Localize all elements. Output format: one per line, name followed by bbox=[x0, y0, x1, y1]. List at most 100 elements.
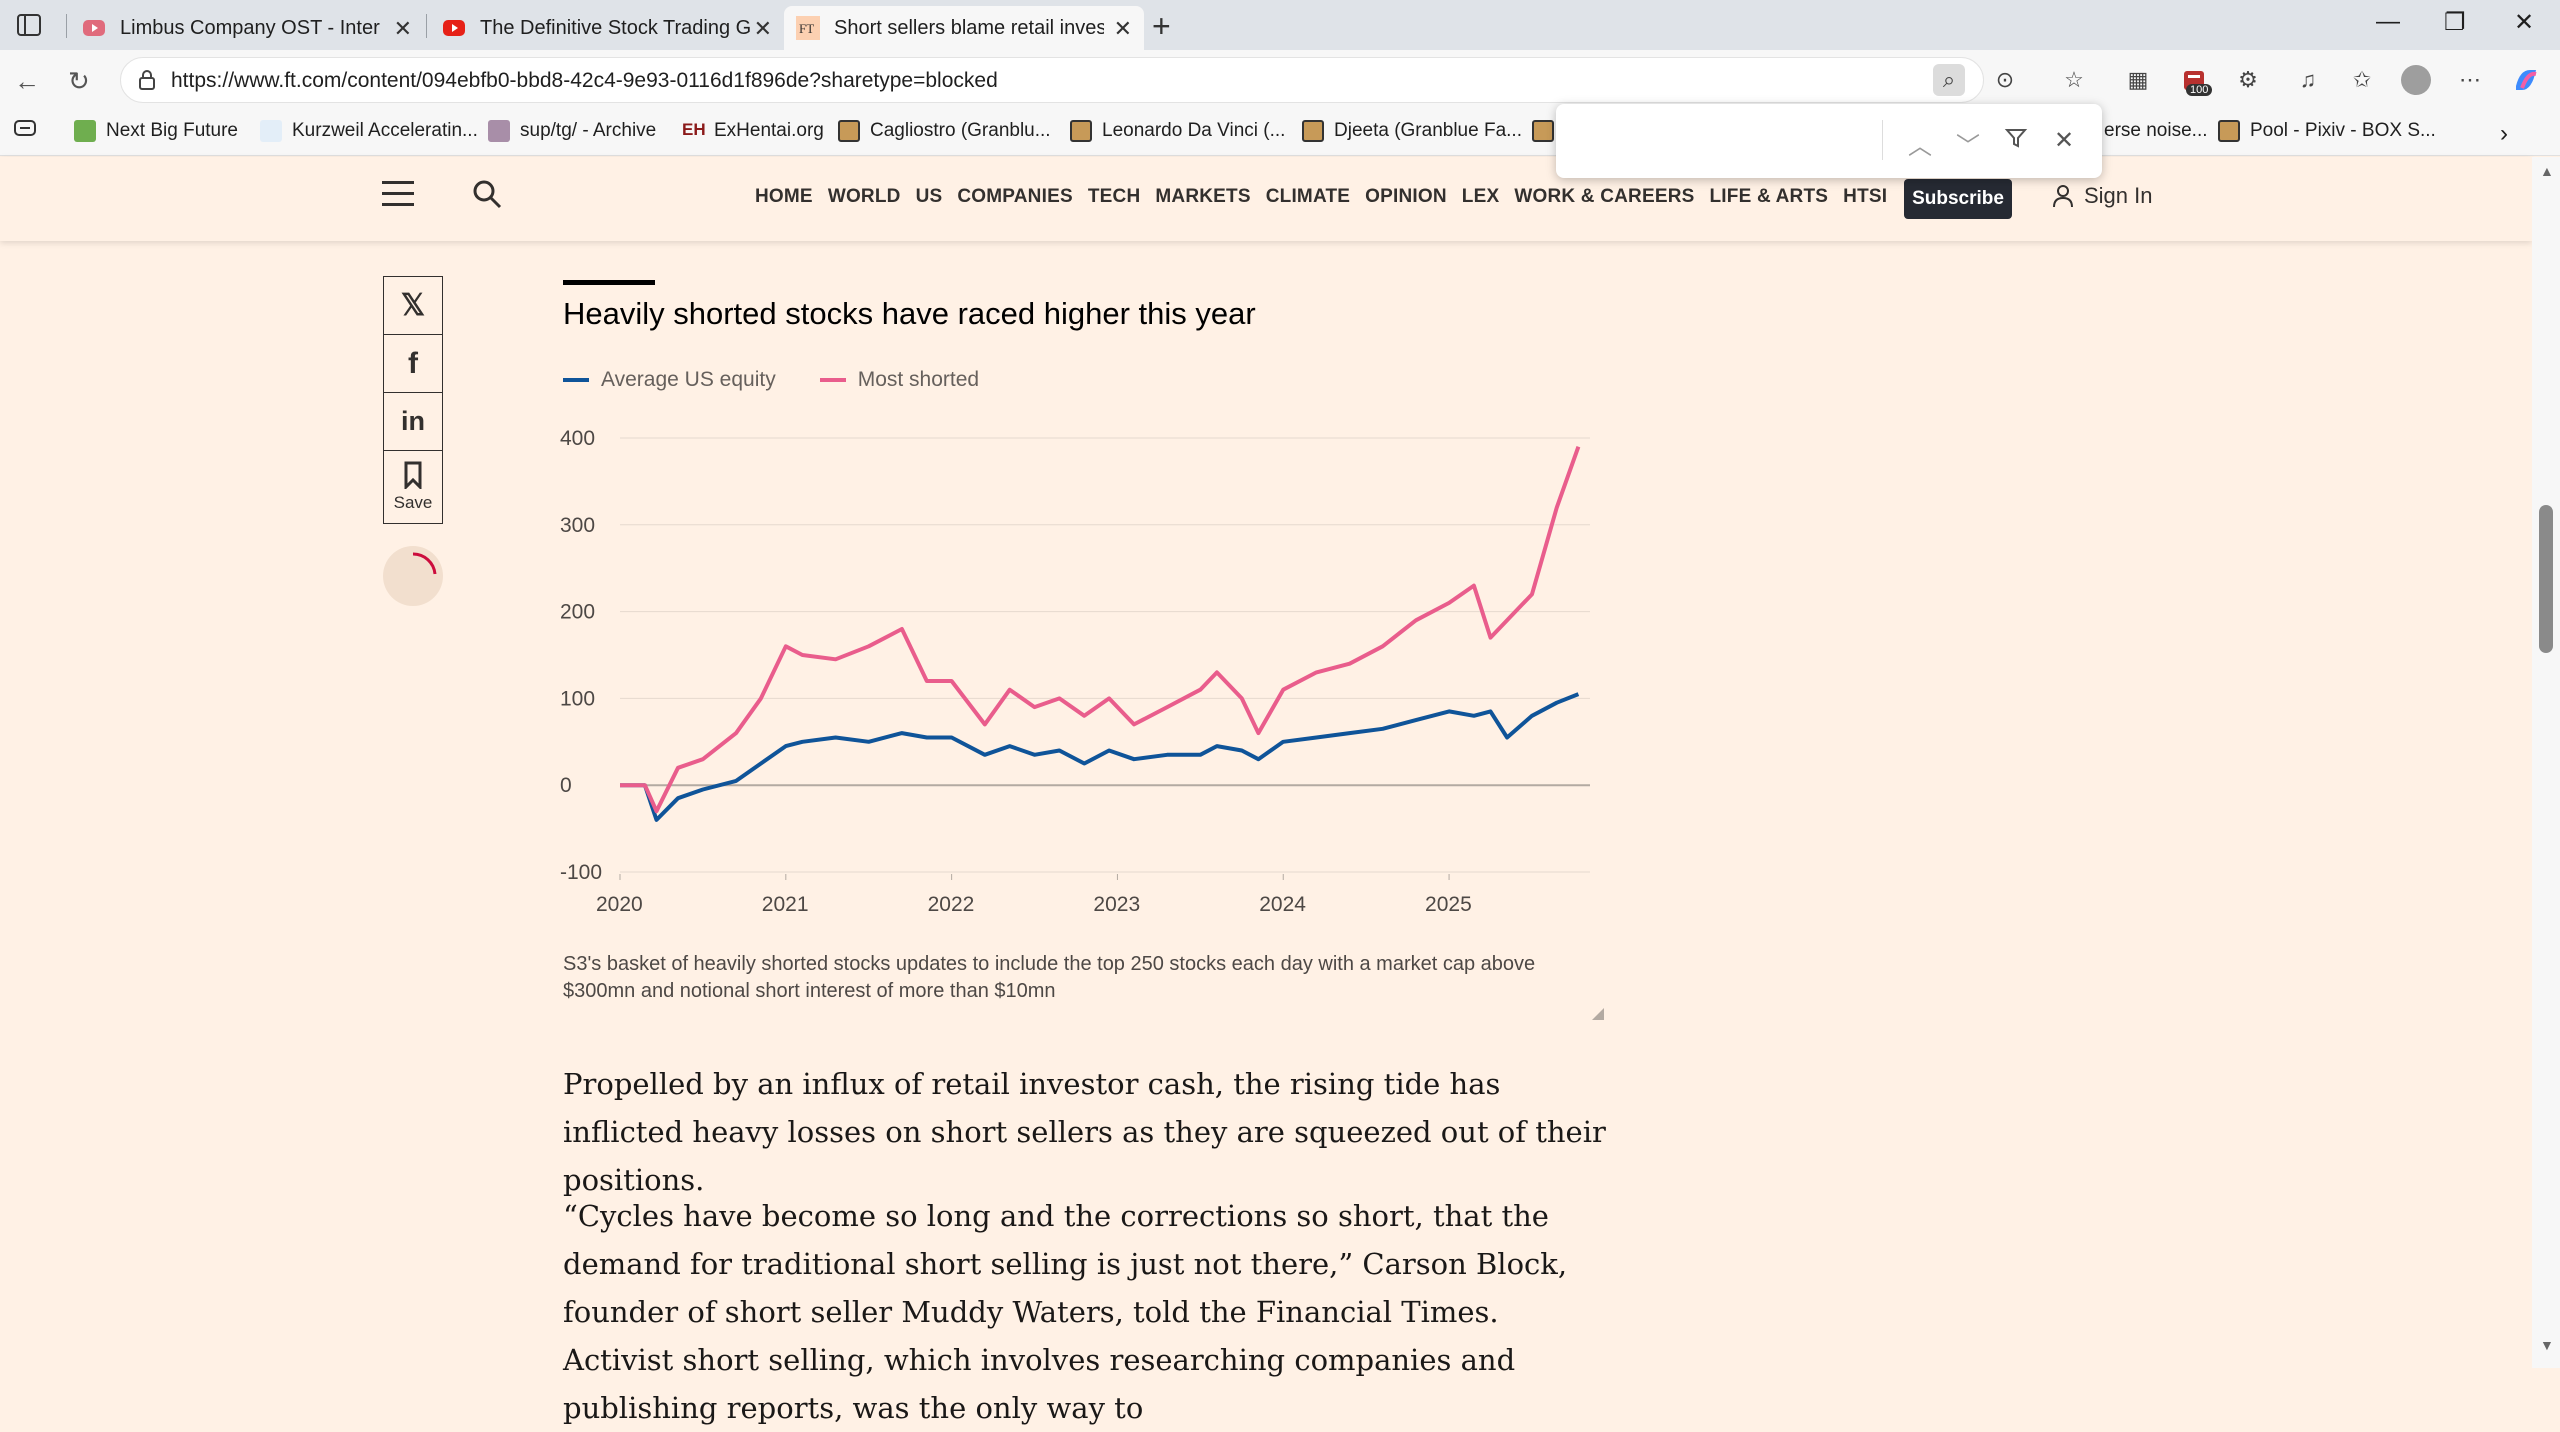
nav-us[interactable]: US bbox=[915, 186, 943, 207]
legend-label: Most shorted bbox=[857, 368, 980, 391]
bookmark-item[interactable]: Pool - Pixiv - BOX S... bbox=[2218, 120, 2436, 142]
vertical-scrollbar[interactable]: ▲ ▼ bbox=[2532, 157, 2560, 1368]
tab-separator bbox=[426, 14, 427, 38]
close-tab-icon[interactable]: ✕ bbox=[393, 16, 412, 41]
bookmark-label: erse noise... bbox=[2104, 120, 2208, 141]
profile-avatar[interactable] bbox=[2400, 64, 2432, 96]
youtube-icon bbox=[83, 20, 105, 36]
ft-header: HOME WORLD US COMPANIES TECH MARKETS CLI… bbox=[0, 157, 2532, 241]
bookmark-label: Kurzweil Acceleratin... bbox=[292, 120, 478, 141]
tab-title: The Definitive Stock Trading Guide bbox=[480, 16, 750, 39]
svg-text:FT: FT bbox=[799, 21, 814, 36]
bookmark-item[interactable] bbox=[1532, 120, 1564, 142]
tab-limbus[interactable]: Limbus Company OST - Intervallo ✕ bbox=[70, 6, 424, 50]
back-arrow-icon[interactable]: ← bbox=[14, 66, 40, 96]
legend-swatch bbox=[819, 378, 846, 382]
resize-handle bbox=[1592, 1008, 1604, 1020]
bookmark-favicon bbox=[260, 120, 282, 142]
nav-companies[interactable]: COMPANIES bbox=[957, 186, 1073, 207]
chevron-right-icon[interactable]: › bbox=[2500, 120, 2508, 147]
bookmark-item[interactable]: Leonardo Da Vinci (... bbox=[1070, 120, 1285, 142]
bookmark-item[interactable]: EH ExHentai.org bbox=[682, 120, 824, 142]
qr-code-icon[interactable]: ▦ bbox=[2127, 67, 2149, 92]
nav-climate[interactable]: CLIMATE bbox=[1265, 186, 1351, 207]
extension-badge: 100 bbox=[2186, 84, 2213, 96]
new-tab-button[interactable]: + bbox=[1152, 8, 1171, 44]
lock-icon[interactable] bbox=[137, 69, 157, 91]
close-tab-icon[interactable]: ✕ bbox=[1113, 16, 1132, 41]
facebook-icon: f bbox=[408, 346, 418, 380]
tab-ft-article[interactable]: FT Short sellers blame retail investors … bbox=[784, 6, 1144, 50]
user-icon bbox=[2053, 185, 2073, 208]
nav-htsi[interactable]: HTSI bbox=[1843, 186, 1888, 207]
bookmark-label: Leonardo Da Vinci (... bbox=[1102, 120, 1286, 141]
media-icon[interactable]: ♫ bbox=[2299, 67, 2317, 92]
refresh-icon[interactable]: ↻ bbox=[68, 66, 90, 96]
minimize-icon[interactable]: — bbox=[2376, 8, 2400, 35]
share-facebook-button[interactable]: f bbox=[383, 334, 443, 392]
bookmark-favicon bbox=[2218, 120, 2240, 142]
menu-icon[interactable] bbox=[382, 181, 414, 211]
bookmark-favicon bbox=[838, 120, 860, 142]
nav-world[interactable]: WORLD bbox=[827, 186, 901, 207]
nav-markets[interactable]: MARKETS bbox=[1155, 186, 1251, 207]
bookmark-favicon bbox=[1532, 120, 1554, 142]
tab-title: Limbus Company OST - Intervallo bbox=[120, 16, 380, 39]
scrollbar-thumb[interactable] bbox=[2539, 505, 2553, 653]
save-button[interactable]: Save bbox=[383, 450, 443, 524]
chevron-down-icon[interactable]: ﹀ bbox=[1956, 133, 1980, 160]
nav-home[interactable]: HOME bbox=[755, 186, 813, 207]
nav-lex[interactable]: LEX bbox=[1461, 186, 1500, 207]
nav-opinion[interactable]: OPINION bbox=[1365, 186, 1447, 207]
scroll-down-icon[interactable]: ▼ bbox=[2540, 1337, 2554, 1353]
tab-separator bbox=[66, 14, 67, 38]
bookmark-item[interactable]: Cagliostro (Granblu... bbox=[838, 120, 1051, 142]
nav-life-arts[interactable]: LIFE & ARTS bbox=[1709, 186, 1829, 207]
favorites-icon[interactable]: ✩ bbox=[2352, 67, 2372, 92]
address-toolbar: ← ↻ https://www.ft.com/content/094ebfb0-… bbox=[0, 50, 2560, 112]
filter-icon[interactable] bbox=[2004, 126, 2028, 157]
y-tick-label: 300 bbox=[560, 514, 595, 537]
bookmark-item[interactable]: sup/tg/ - Archive bbox=[488, 120, 656, 142]
legend-item: Average US equity bbox=[563, 368, 776, 392]
search-icon[interactable] bbox=[470, 177, 504, 211]
y-tick-label: -100 bbox=[560, 861, 602, 884]
favorite-star-icon[interactable]: ☆ bbox=[2064, 67, 2084, 92]
bookmark-item[interactable]: Next Big Future bbox=[74, 120, 238, 142]
bookmark-item[interactable]: Djeeta (Granblue Fa... bbox=[1302, 120, 1522, 142]
read-aloud-icon[interactable]: ⌕ bbox=[1933, 64, 1965, 96]
y-tick-label: 100 bbox=[560, 687, 595, 710]
close-icon[interactable]: ✕ bbox=[2054, 127, 2075, 154]
y-tick-label: 200 bbox=[560, 601, 595, 624]
sign-in-link[interactable]: Sign In bbox=[2052, 183, 2153, 209]
extensions-icon[interactable]: ⚙ bbox=[2238, 67, 2258, 92]
bookmark-item[interactable]: erse noise... bbox=[2104, 120, 2208, 142]
chart-legend: Average US equity Most shorted bbox=[563, 368, 1023, 392]
share-x-button[interactable]: 𝕏 bbox=[383, 276, 443, 334]
nav-work-careers[interactable]: WORK & CAREERS bbox=[1514, 186, 1695, 207]
copilot-icon[interactable] bbox=[2510, 64, 2542, 96]
close-tab-icon[interactable]: ✕ bbox=[753, 16, 772, 41]
scroll-up-icon[interactable]: ▲ bbox=[2540, 163, 2554, 179]
nav-tech[interactable]: TECH bbox=[1087, 186, 1141, 207]
find-on-page-bar: ︿ ﹀ ✕ bbox=[1556, 104, 2102, 178]
restore-icon[interactable]: ❐ bbox=[2444, 9, 2466, 36]
y-tick-label: 400 bbox=[560, 427, 595, 450]
extension-counter-icon[interactable]: 100 bbox=[2178, 64, 2213, 96]
linkedin-icon: in bbox=[401, 406, 425, 436]
window-close-icon[interactable]: ✕ bbox=[2514, 9, 2535, 36]
x-tick-label: 2022 bbox=[928, 893, 975, 916]
settings-menu-icon[interactable]: ⋯ bbox=[2459, 67, 2481, 92]
bookmark-item[interactable]: Kurzweil Acceleratin... bbox=[260, 120, 478, 142]
x-tick-label: 2023 bbox=[1093, 893, 1140, 916]
share-linkedin-button[interactable]: in bbox=[383, 392, 443, 450]
subscribe-button[interactable]: Subscribe bbox=[1904, 179, 2012, 219]
tab-title: Short sellers blame retail investors bbox=[834, 16, 1104, 39]
tab-stock-guide[interactable]: The Definitive Stock Trading Guide ✕ bbox=[430, 6, 784, 50]
bookmarks-menu-icon[interactable] bbox=[14, 120, 36, 136]
find-input[interactable] bbox=[1574, 118, 1934, 164]
chevron-up-icon[interactable]: ︿ bbox=[1908, 133, 1932, 160]
tab-actions-icon[interactable] bbox=[14, 11, 44, 39]
more-tools-icon[interactable]: ⊙ bbox=[1995, 67, 2015, 92]
address-bar[interactable]: https://www.ft.com/content/094ebfb0-bbd8… bbox=[120, 57, 2014, 103]
